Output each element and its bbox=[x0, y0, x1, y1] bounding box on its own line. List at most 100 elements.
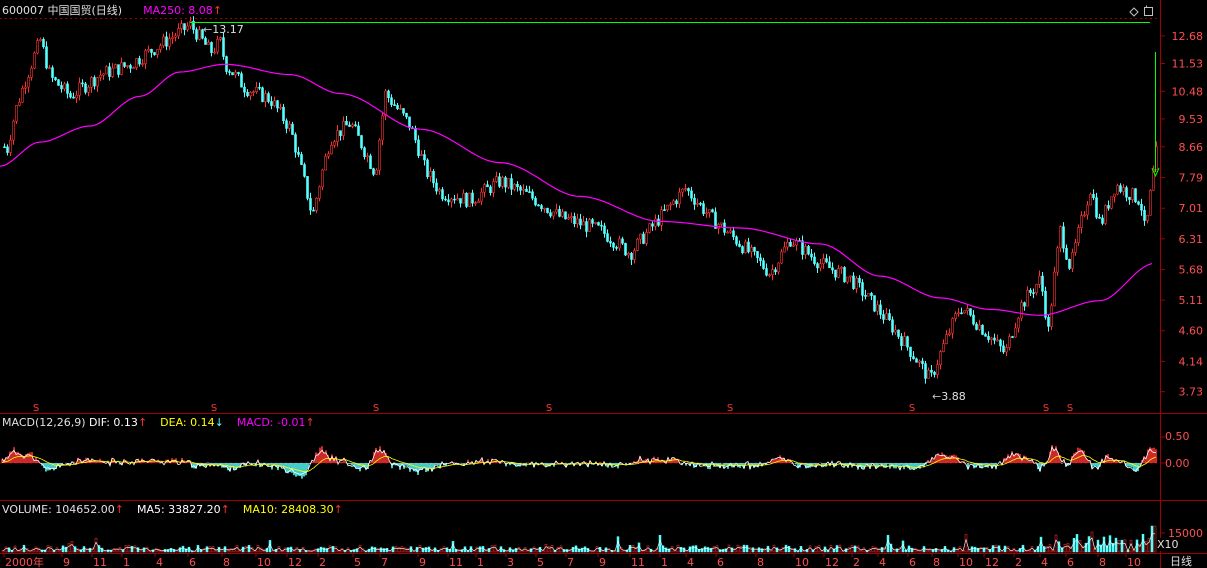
volume-bar bbox=[13, 545, 17, 553]
candle-body bbox=[939, 351, 942, 366]
candle-body bbox=[909, 346, 912, 357]
candle-body bbox=[360, 135, 363, 149]
volume-bar bbox=[454, 549, 458, 553]
candle-body bbox=[369, 155, 372, 169]
candle-body bbox=[432, 171, 435, 184]
volume-bar bbox=[712, 546, 716, 553]
volume-bar bbox=[604, 547, 608, 553]
diamond-icon[interactable] bbox=[1129, 7, 1139, 17]
candle-body bbox=[417, 139, 420, 156]
volume-bar bbox=[55, 547, 59, 553]
volume-bar bbox=[241, 546, 245, 553]
candle-body bbox=[921, 360, 924, 364]
volume-bar bbox=[1021, 544, 1025, 553]
candle-body bbox=[975, 323, 978, 330]
candle-body bbox=[1098, 217, 1101, 219]
candle-body bbox=[372, 168, 375, 175]
s-marker: S bbox=[33, 403, 39, 414]
volume-bar bbox=[118, 547, 122, 553]
volume-bar bbox=[700, 548, 704, 553]
candle-body bbox=[924, 363, 927, 379]
volume-ma5: MA5: 33827.20 bbox=[136, 503, 221, 516]
candle-body bbox=[684, 188, 687, 190]
candle-body bbox=[249, 92, 252, 97]
candle-body bbox=[951, 318, 954, 334]
s-marker: S bbox=[211, 403, 217, 414]
volume-bar bbox=[871, 546, 875, 553]
volume-bar bbox=[208, 546, 212, 553]
candle-body bbox=[1053, 271, 1056, 307]
candle-body bbox=[696, 203, 699, 205]
candle-body bbox=[231, 72, 234, 76]
volume-bar bbox=[607, 548, 611, 553]
candle-body bbox=[804, 246, 807, 255]
volume-bar bbox=[727, 544, 731, 553]
volume-bar bbox=[970, 546, 974, 553]
candle-body bbox=[546, 207, 549, 213]
volume-bar bbox=[40, 549, 44, 553]
candle-body bbox=[294, 134, 297, 153]
volume-bar bbox=[460, 549, 464, 553]
volume-bar bbox=[58, 548, 62, 553]
candle-body bbox=[801, 240, 804, 255]
candle-body bbox=[111, 67, 114, 77]
candle-body bbox=[888, 313, 891, 321]
candle-body bbox=[1065, 247, 1068, 260]
candle-body bbox=[828, 261, 831, 269]
candle-body bbox=[621, 238, 624, 244]
candle-body bbox=[69, 93, 72, 98]
volume-ma10: MA10: 28408.30 bbox=[242, 503, 334, 516]
candle-body bbox=[555, 209, 558, 213]
volume-bar bbox=[1060, 547, 1064, 553]
volume-bar bbox=[1147, 538, 1151, 553]
candle-body bbox=[894, 329, 897, 333]
candle-body bbox=[705, 212, 708, 215]
macd-header: MACD(12,26,9) DIF: 0.13↑ DEA: 0.14↓ MACD… bbox=[2, 416, 315, 429]
volume-bar bbox=[169, 547, 173, 553]
candlesticks bbox=[3, 16, 1158, 384]
candle-body bbox=[1113, 193, 1116, 198]
volume-bar bbox=[574, 545, 578, 553]
period-label[interactable]: 日线 bbox=[1170, 555, 1192, 568]
candle-body bbox=[1104, 205, 1107, 224]
volume-bar bbox=[133, 545, 137, 553]
volume-bar bbox=[784, 544, 788, 553]
volume-bar bbox=[988, 549, 992, 553]
volume-bar bbox=[550, 544, 554, 553]
volume-bar bbox=[1006, 546, 1010, 553]
candle-body bbox=[141, 63, 144, 65]
volume-bar bbox=[457, 549, 461, 553]
up-arrow-icon: ↑ bbox=[333, 503, 343, 516]
candle-body bbox=[600, 224, 603, 227]
volume-bar bbox=[301, 547, 305, 553]
candle-body bbox=[1140, 203, 1143, 211]
volume-bar bbox=[670, 546, 674, 553]
restore-icon[interactable] bbox=[1144, 5, 1153, 16]
volume-bar bbox=[772, 544, 776, 553]
candle-body bbox=[453, 198, 456, 201]
candle-body bbox=[336, 130, 339, 142]
candle-body bbox=[45, 46, 48, 69]
candle-body bbox=[603, 225, 606, 234]
candle-body bbox=[702, 203, 705, 214]
s-marker: S bbox=[546, 403, 552, 414]
volume-tick: 15000 bbox=[1168, 527, 1203, 540]
candle-body bbox=[1002, 345, 1005, 353]
volume-bar bbox=[931, 549, 935, 553]
volume-bar bbox=[895, 548, 899, 553]
volume-bar bbox=[136, 547, 140, 553]
candle-body bbox=[591, 219, 594, 224]
candle-body bbox=[492, 181, 495, 194]
candle-body bbox=[513, 183, 516, 190]
candle-body bbox=[30, 67, 33, 78]
candle-body bbox=[402, 108, 405, 114]
candle-body bbox=[363, 147, 366, 157]
volume-bar bbox=[865, 550, 869, 553]
volume-bar bbox=[1120, 539, 1124, 553]
volume-bar bbox=[244, 546, 248, 553]
candle-body bbox=[654, 218, 657, 227]
s-marker: S bbox=[1043, 403, 1049, 414]
volume-bar bbox=[139, 548, 143, 553]
candle-body bbox=[1119, 185, 1122, 192]
